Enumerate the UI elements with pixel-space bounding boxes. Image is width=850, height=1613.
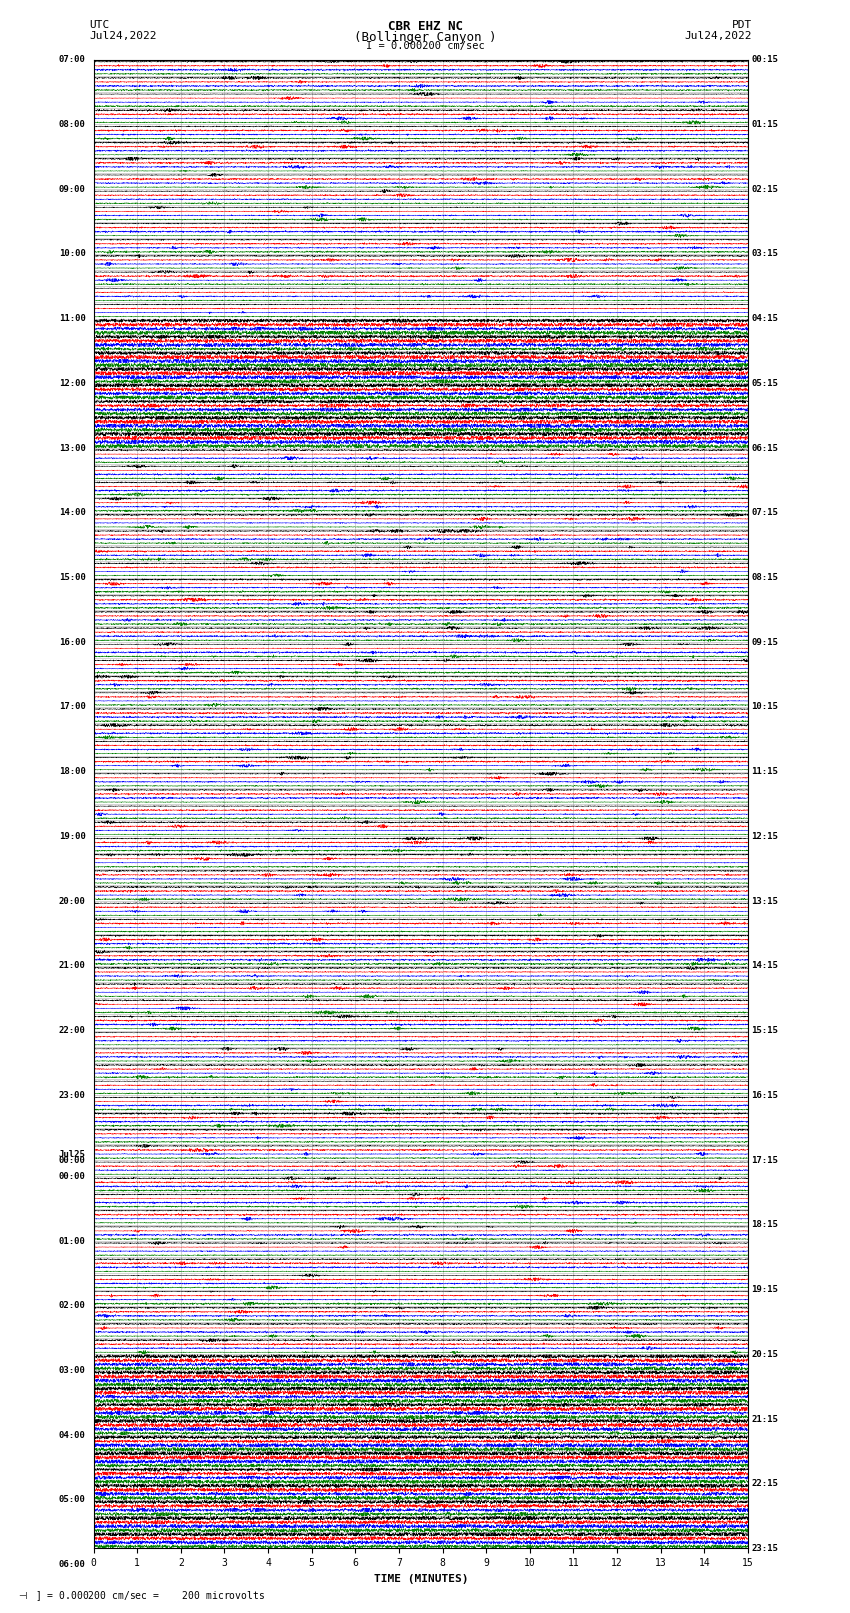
Text: 04:15: 04:15 [751,315,779,323]
Text: 07:00: 07:00 [59,55,86,65]
Text: 06:00: 06:00 [59,1560,86,1569]
Text: CBR EHZ NC: CBR EHZ NC [388,19,462,34]
Text: 00:15: 00:15 [751,55,779,65]
Text: 09:15: 09:15 [751,637,779,647]
Text: 05:15: 05:15 [751,379,779,387]
Text: 18:15: 18:15 [751,1221,779,1229]
Text: I = 0.000200 cm/sec: I = 0.000200 cm/sec [366,40,484,52]
Text: 17:00: 17:00 [59,703,86,711]
Text: UTC: UTC [89,19,110,31]
Text: 13:15: 13:15 [751,897,779,905]
Text: 03:15: 03:15 [751,250,779,258]
Text: 11:15: 11:15 [751,768,779,776]
Text: 18:00: 18:00 [59,768,86,776]
Text: 16:15: 16:15 [751,1090,779,1100]
Text: 07:15: 07:15 [751,508,779,518]
Text: PDT: PDT [732,19,752,31]
Text: 09:00: 09:00 [59,184,86,194]
Text: $\dashv$ ] = 0.000200 cm/sec =    200 microvolts: $\dashv$ ] = 0.000200 cm/sec = 200 micro… [17,1589,265,1603]
Text: 12:15: 12:15 [751,832,779,840]
Text: 23:00: 23:00 [59,1090,86,1100]
Text: 19:15: 19:15 [751,1286,779,1294]
Text: 00:00: 00:00 [59,1155,86,1165]
Text: 17:15: 17:15 [751,1155,779,1165]
Text: 20:15: 20:15 [751,1350,779,1358]
Text: 01:00: 01:00 [59,1237,86,1245]
Text: 14:15: 14:15 [751,961,779,971]
Text: 11:00: 11:00 [59,315,86,323]
Text: 00:00: 00:00 [59,1171,86,1181]
Text: 08:15: 08:15 [751,573,779,582]
Text: 02:15: 02:15 [751,184,779,194]
Text: 15:15: 15:15 [751,1026,779,1036]
Text: 23:15: 23:15 [751,1544,779,1553]
Text: 04:00: 04:00 [59,1431,86,1440]
Text: 10:15: 10:15 [751,703,779,711]
Text: 08:00: 08:00 [59,119,86,129]
Text: 12:00: 12:00 [59,379,86,387]
Text: 10:00: 10:00 [59,250,86,258]
X-axis label: TIME (MINUTES): TIME (MINUTES) [373,1574,468,1584]
Text: 22:00: 22:00 [59,1026,86,1036]
Text: 16:00: 16:00 [59,637,86,647]
Text: (Bollinger Canyon ): (Bollinger Canyon ) [354,31,496,44]
Text: Jul25: Jul25 [59,1150,86,1158]
Text: 03:00: 03:00 [59,1366,86,1374]
Text: 06:15: 06:15 [751,444,779,453]
Text: 22:15: 22:15 [751,1479,779,1489]
Text: 21:00: 21:00 [59,961,86,971]
Text: 21:15: 21:15 [751,1415,779,1424]
Text: 02:00: 02:00 [59,1302,86,1310]
Text: 15:00: 15:00 [59,573,86,582]
Text: Jul24,2022: Jul24,2022 [89,31,156,40]
Text: Jul24,2022: Jul24,2022 [685,31,752,40]
Text: 20:00: 20:00 [59,897,86,905]
Text: 13:00: 13:00 [59,444,86,453]
Text: 14:00: 14:00 [59,508,86,518]
Text: 19:00: 19:00 [59,832,86,840]
Text: 01:15: 01:15 [751,119,779,129]
Text: 05:00: 05:00 [59,1495,86,1505]
